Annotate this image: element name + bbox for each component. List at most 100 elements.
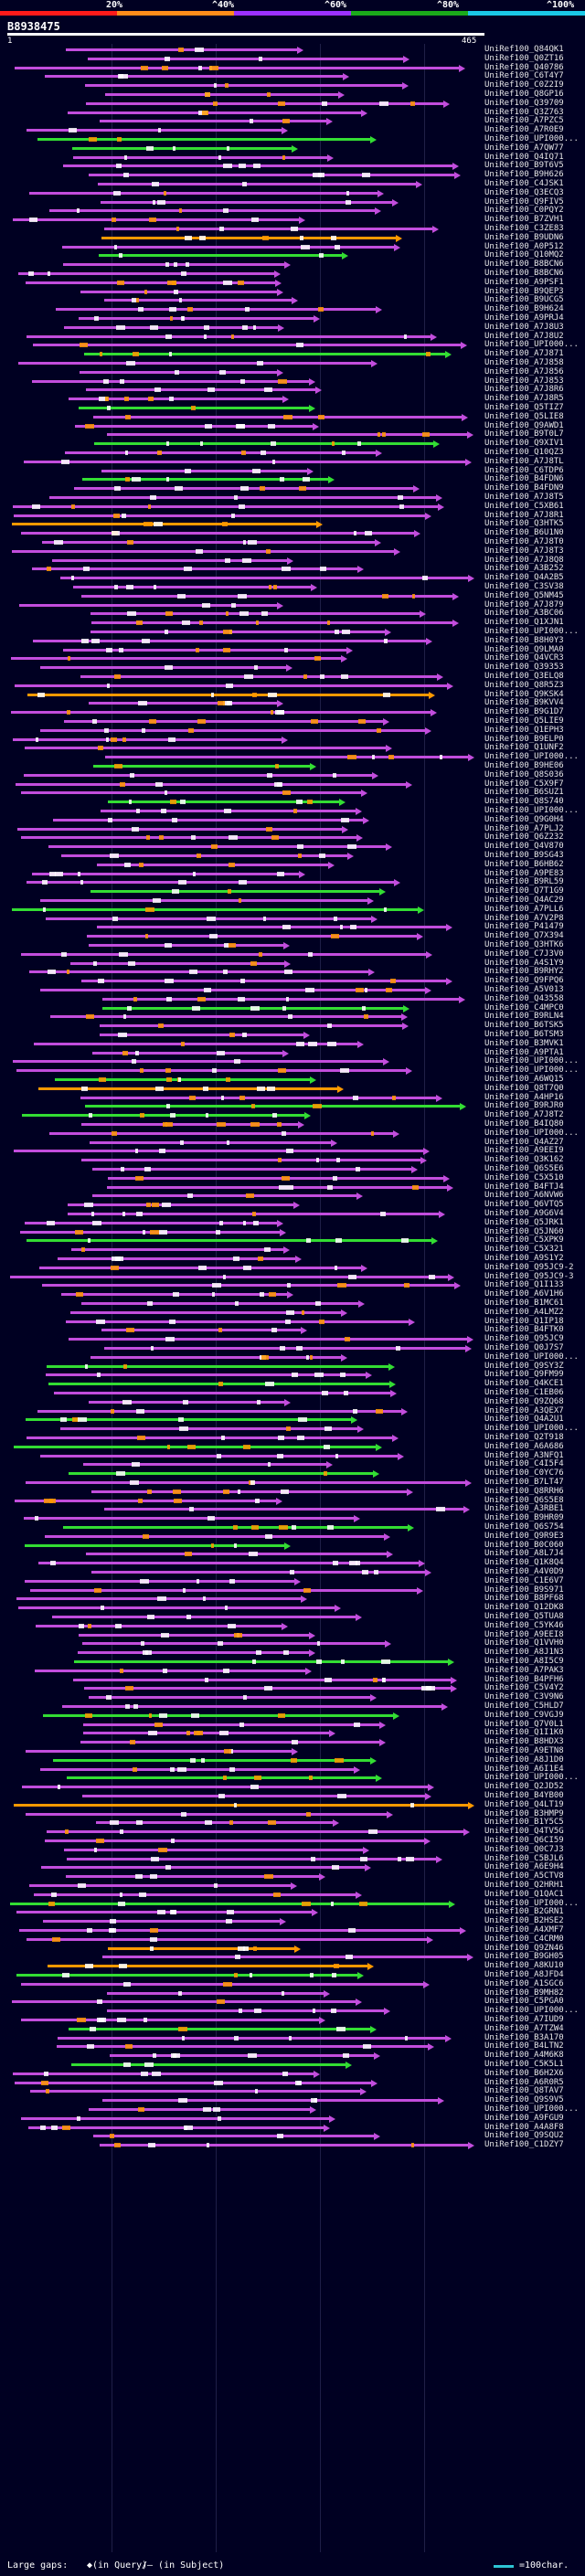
hit-label[interactable]: UniRef100_B9RHY2 [484, 967, 564, 977]
hit-label[interactable]: UniRef100_C1E6V7 [484, 1575, 564, 1585]
hit-alignment-bar[interactable] [13, 504, 438, 508]
hit-label[interactable]: UniRef100_Q12DK8 [484, 1603, 564, 1613]
hit-alignment-bar[interactable] [65, 451, 376, 454]
hit-alignment-bar[interactable] [27, 1937, 427, 1941]
hit-row[interactable]: UniRef100_A4LMZ2 [0, 1308, 585, 1317]
hit-label[interactable]: UniRef100_Q10MQ2 [484, 250, 564, 260]
hit-row[interactable]: UniRef100_B4PFH6 [0, 1675, 585, 1684]
hit-label[interactable]: UniRef100_A7J853 [484, 376, 564, 386]
hit-label[interactable]: UniRef100_Q5JN60 [484, 1226, 564, 1236]
hit-alignment-bar[interactable] [58, 2036, 445, 2040]
hit-alignment-bar[interactable] [15, 1499, 276, 1502]
hit-alignment-bar[interactable] [80, 675, 437, 678]
hit-label[interactable]: UniRef100_B3HMP9 [484, 1808, 564, 1818]
hit-row[interactable]: UniRef100_A4V0D9 [0, 1567, 585, 1576]
hit-alignment-bar[interactable] [28, 2125, 324, 2129]
hit-row[interactable]: UniRef100_C3SV38 [0, 582, 585, 591]
hit-label[interactable]: UniRef100_Q9LMA0 [484, 644, 564, 654]
hit-alignment-bar[interactable] [40, 666, 286, 670]
hit-label[interactable]: UniRef100_Q4AZ27 [484, 1137, 564, 1147]
hit-alignment-bar[interactable] [69, 1472, 373, 1476]
hit-row[interactable]: UniRef100_B3A170 [0, 2033, 585, 2042]
hit-alignment-bar[interactable] [108, 1176, 443, 1180]
hit-row[interactable]: UniRef100_B9UCG5 [0, 295, 585, 305]
hit-label[interactable]: UniRef100_A7J8TL [484, 456, 564, 466]
hit-alignment-bar[interactable] [92, 1168, 411, 1171]
hit-row[interactable]: UniRef100_Q9ZQ68 [0, 1397, 585, 1406]
hit-row[interactable]: UniRef100_A6V1H6 [0, 1289, 585, 1299]
hit-row[interactable]: UniRef100_B8HDX3 [0, 1737, 585, 1747]
hit-label[interactable]: UniRef100_B4FDN6 [484, 474, 564, 484]
hit-row[interactable]: UniRef100_C3ZE83 [0, 224, 585, 233]
hit-label[interactable]: UniRef100_A6I1E4 [484, 1764, 564, 1774]
hit-alignment-bar[interactable] [86, 388, 315, 392]
hit-row[interactable]: UniRef100_Q6Z232 [0, 832, 585, 843]
hit-alignment-bar[interactable] [67, 1776, 376, 1780]
hit-label[interactable]: UniRef100_A8KU10 [484, 1961, 564, 1971]
hit-row[interactable]: UniRef100_Q1EPH3 [0, 726, 585, 735]
hit-row[interactable]: UniRef100_UPI000... [0, 340, 585, 350]
hit-label[interactable]: UniRef100_B4YB00 [484, 1791, 564, 1800]
hit-alignment-bar[interactable] [68, 1203, 293, 1207]
hit-alignment-bar[interactable] [81, 1123, 298, 1126]
hit-row[interactable]: UniRef100_Q5TUA8 [0, 1612, 585, 1621]
hit-label[interactable]: UniRef100_UPI000... [484, 627, 579, 636]
hit-alignment-bar[interactable] [21, 532, 414, 535]
hit-alignment-bar[interactable] [107, 1991, 324, 1995]
hit-alignment-bar[interactable] [90, 612, 420, 616]
hit-alignment-bar[interactable] [94, 442, 433, 446]
hit-alignment-bar[interactable] [17, 827, 342, 831]
hit-row[interactable]: UniRef100_C6T4Y7 [0, 71, 585, 81]
hit-label[interactable]: UniRef100_B4FTK0 [484, 1325, 564, 1335]
hit-alignment-bar[interactable] [33, 639, 426, 642]
hit-row[interactable]: UniRef100_A9PTA1 [0, 1048, 585, 1057]
hit-row[interactable]: UniRef100_Q2JD52 [0, 1782, 585, 1792]
hit-row[interactable]: UniRef100_B9RJR0 [0, 1101, 585, 1111]
hit-label[interactable]: UniRef100_Q4AC29 [484, 896, 564, 905]
hit-row[interactable]: UniRef100_UPI000... [0, 806, 585, 815]
hit-row[interactable]: UniRef100_UPI000... [0, 627, 585, 636]
hit-label[interactable]: UniRef100_A1SGC6 [484, 1978, 564, 1988]
hit-label[interactable]: UniRef100_UPI000... [484, 1773, 579, 1783]
hit-alignment-bar[interactable] [14, 1150, 423, 1153]
hit-row[interactable]: UniRef100_B7LT47 [0, 1478, 585, 1487]
hit-alignment-bar[interactable] [104, 299, 292, 302]
hit-label[interactable]: UniRef100_Q6CI59 [484, 1836, 564, 1845]
hit-label[interactable]: UniRef100_A7PLJ2 [484, 823, 564, 833]
hit-alignment-bar[interactable] [86, 1553, 387, 1556]
hit-row[interactable]: UniRef100_Q1XJN1 [0, 618, 585, 628]
hit-row[interactable]: UniRef100_B8PF68 [0, 1594, 585, 1604]
hit-row[interactable]: UniRef100_C5BJL6 [0, 1854, 585, 1863]
hit-label[interactable]: UniRef100_C9VGJ9 [484, 1710, 564, 1720]
hit-label[interactable]: UniRef100_A6A686 [484, 1441, 564, 1451]
hit-alignment-bar[interactable] [72, 146, 292, 150]
hit-row[interactable]: UniRef100_A7J871 [0, 349, 585, 359]
hit-label[interactable]: UniRef100_B9H626 [484, 170, 564, 180]
hit-row[interactable]: UniRef100_A3QEX7 [0, 1406, 585, 1415]
hit-label[interactable]: UniRef100_C4CRM0 [484, 1934, 564, 1944]
hit-alignment-bar[interactable] [69, 1338, 467, 1341]
hit-alignment-bar[interactable] [21, 952, 426, 956]
hit-label[interactable]: UniRef100_B7ZVH1 [484, 215, 564, 225]
hit-row[interactable]: UniRef100_A4XMF7 [0, 1925, 585, 1935]
hit-alignment-bar[interactable] [26, 281, 275, 284]
hit-row[interactable]: UniRef100_A8JFD4 [0, 1970, 585, 1979]
hit-row[interactable]: UniRef100_Q10QZ3 [0, 448, 585, 457]
hit-alignment-bar[interactable] [27, 1436, 392, 1439]
hit-label[interactable]: UniRef100_C0Z2I9 [484, 80, 564, 90]
hit-alignment-bar[interactable] [52, 1616, 356, 1618]
hit-label[interactable]: UniRef100_C1EB06 [484, 1388, 564, 1397]
hit-label[interactable]: UniRef100_C3V9N6 [484, 1692, 564, 1702]
hit-label[interactable]: UniRef100_Q9SQU2 [484, 2131, 564, 2141]
hit-alignment-bar[interactable] [64, 720, 383, 723]
hit-row[interactable]: UniRef100_C5X510 [0, 1173, 585, 1182]
hit-label[interactable]: UniRef100_B9H624 [484, 304, 564, 314]
hit-alignment-bar[interactable] [104, 1508, 463, 1511]
hit-row[interactable]: UniRef100_B7ZVH1 [0, 215, 585, 225]
hit-label[interactable]: UniRef100_UPI000... [484, 1056, 579, 1066]
hit-row[interactable]: UniRef100_Q8S740 [0, 797, 585, 807]
hit-row[interactable]: UniRef100_A8J1D0 [0, 1755, 585, 1765]
hit-label[interactable]: UniRef100_Q4TV5G [484, 1827, 564, 1837]
hit-row[interactable]: UniRef100_A6NVW6 [0, 1191, 585, 1201]
hit-label[interactable]: UniRef100_B3MVK1 [484, 1038, 564, 1048]
